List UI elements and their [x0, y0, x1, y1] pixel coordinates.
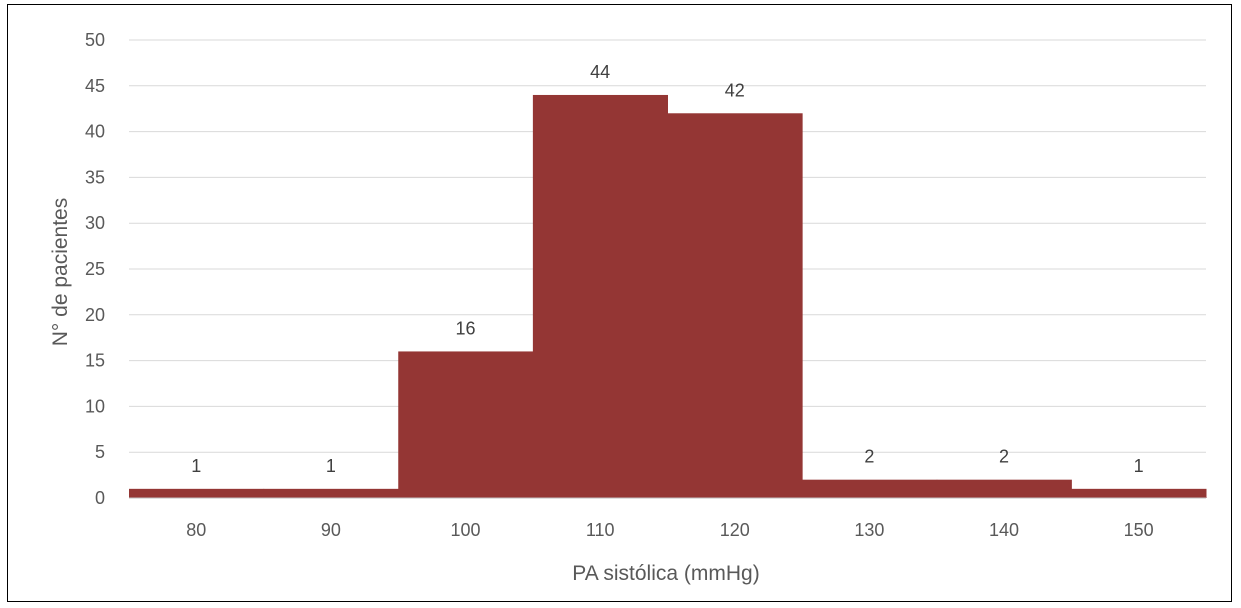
data-labels: 1 1 16 44 42 2 2 1	[191, 62, 1143, 476]
x-tick-label: 90	[321, 520, 341, 540]
y-tick-label: 45	[85, 76, 105, 96]
data-label-110: 44	[590, 62, 610, 82]
gridlines	[129, 39, 1206, 453]
y-tick-label: 20	[85, 305, 105, 325]
y-tick-label: 5	[95, 442, 105, 462]
y-axis-title: N° de pacientes	[49, 198, 72, 347]
y-tick-labels: 0 5 10 15 20 25 30 35 40 45 50	[85, 30, 105, 508]
x-axis-title: PA sistólica (mmHg)	[572, 562, 759, 585]
y-tick-label: 40	[85, 122, 105, 142]
bar-150	[1071, 488, 1207, 498]
x-tick-label: 150	[1124, 520, 1154, 540]
y-tick-label: 35	[85, 167, 105, 187]
data-label-100: 16	[456, 318, 476, 338]
bar-80	[129, 488, 265, 498]
x-tick-label: 140	[989, 520, 1019, 540]
data-label-120: 42	[725, 80, 745, 100]
x-tick-label: 80	[186, 520, 206, 540]
x-tick-label: 110	[586, 520, 615, 540]
bar-120	[667, 113, 803, 498]
y-tick-label: 15	[85, 351, 105, 371]
y-tick-label: 30	[85, 213, 105, 233]
bar-90	[263, 488, 399, 498]
x-tick-labels: 80 90 100 110 120 130 140 150	[186, 520, 1153, 540]
y-tick-label: 50	[85, 30, 105, 50]
bar-100	[398, 351, 534, 498]
bars	[129, 94, 1207, 499]
bar-140	[936, 479, 1072, 498]
x-tick-label: 130	[854, 520, 884, 540]
x-tick-label: 100	[451, 520, 481, 540]
data-label-90: 1	[326, 456, 336, 476]
data-label-140: 2	[999, 447, 1009, 467]
data-label-130: 2	[864, 447, 874, 467]
y-tick-label: 10	[85, 396, 105, 416]
bar-130	[802, 479, 938, 498]
x-tick-label: 120	[720, 520, 750, 540]
data-label-150: 1	[1134, 456, 1144, 476]
y-tick-label: 25	[85, 259, 105, 279]
bar-110	[532, 94, 668, 499]
data-label-80: 1	[191, 456, 201, 476]
y-tick-label: 0	[95, 488, 105, 508]
